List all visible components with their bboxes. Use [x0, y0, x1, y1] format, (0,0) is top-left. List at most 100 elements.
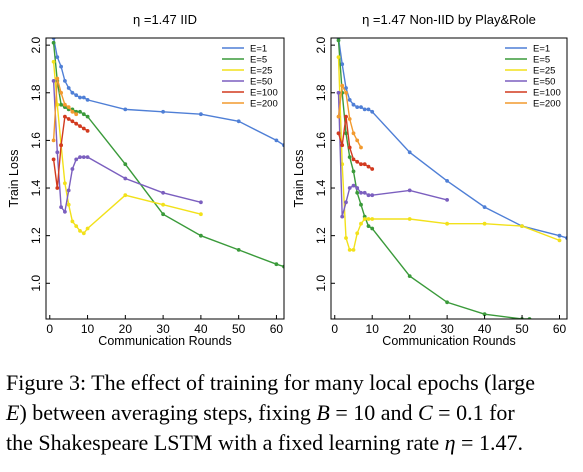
series-line [52, 80, 202, 214]
y-tick-label: 1.0 [314, 275, 328, 292]
data-point [370, 167, 375, 171]
data-point [66, 105, 71, 109]
data-point [199, 112, 203, 117]
data-point [351, 248, 356, 252]
data-point [55, 150, 60, 155]
data-point [351, 102, 356, 107]
x-tick-label: 40 [478, 322, 492, 336]
data-point [123, 176, 128, 181]
data-point [123, 107, 128, 112]
data-point [362, 107, 367, 112]
data-point [355, 105, 360, 109]
data-point [236, 119, 241, 124]
data-point [370, 193, 375, 198]
y-tick-label: 1.0 [29, 275, 43, 292]
figure-caption: Figure 3: The effect of training for man… [6, 368, 578, 458]
data-point [366, 193, 371, 198]
data-point [347, 145, 352, 150]
data-point [344, 200, 348, 205]
data-point [347, 186, 352, 190]
data-point [336, 90, 341, 95]
data-point [74, 112, 79, 117]
series-line [337, 40, 530, 319]
x-tick-label: 60 [270, 322, 284, 336]
data-point [70, 109, 75, 114]
data-point [274, 262, 279, 267]
data-point [78, 124, 82, 128]
caption-text-4: = 0.1 for [432, 400, 515, 425]
data-point [70, 219, 75, 224]
series-line [337, 57, 560, 251]
data-point [85, 98, 90, 102]
data-point [74, 224, 79, 229]
y-tick-label: 1.6 [29, 132, 43, 149]
y-tick-label: 1.6 [314, 132, 328, 149]
y-axis-label: Train Loss [292, 150, 306, 208]
legend-label: E=200 [250, 99, 278, 110]
x-tick-label: 60 [553, 322, 567, 336]
data-point [199, 212, 203, 217]
legend-label: E=50 [533, 77, 555, 88]
x-tick-label: 20 [119, 322, 133, 336]
data-point [85, 114, 90, 119]
data-point [161, 212, 166, 217]
data-point [445, 198, 449, 202]
data-point [520, 224, 524, 229]
data-point [123, 193, 128, 198]
legend-label: E=200 [533, 99, 561, 110]
data-point [366, 164, 371, 169]
data-point [199, 200, 203, 205]
data-point [81, 126, 86, 131]
data-point [66, 117, 71, 121]
legend-label: E=100 [250, 88, 278, 99]
data-point [445, 300, 449, 305]
data-point [55, 186, 60, 190]
data-point [362, 162, 367, 167]
data-point [351, 169, 356, 174]
data-point [351, 131, 356, 136]
legend-label: E=1 [533, 44, 550, 55]
caption-var-c: C [417, 400, 433, 425]
non-iid-chart-panel: η =1.47 Non-IID by Play&Role Train Loss Co… [292, 12, 568, 348]
data-point [359, 162, 363, 167]
caption-text-5: the Shakespeare LSTM with a fixed learni… [6, 430, 445, 455]
legend-label: E=5 [250, 55, 267, 66]
data-point [362, 217, 367, 221]
x-tick-label: 50 [515, 322, 529, 336]
y-tick-label: 1.4 [29, 179, 43, 196]
data-point [55, 76, 60, 81]
legend-label: E=25 [533, 66, 555, 77]
data-point [78, 109, 82, 114]
data-point [81, 112, 86, 117]
plot-area [336, 38, 567, 319]
data-point [59, 64, 63, 69]
x-tick-label: 50 [232, 322, 246, 336]
data-point [70, 167, 75, 171]
data-point [51, 40, 56, 45]
data-point [355, 159, 360, 164]
data-point [59, 102, 63, 107]
series-line [52, 42, 284, 268]
data-point [445, 179, 449, 183]
data-point [236, 248, 241, 252]
data-point [359, 202, 363, 207]
y-tick-label: 1.2 [314, 227, 328, 244]
data-point [74, 121, 79, 126]
y-tick-label: 2.0 [29, 36, 43, 53]
series-line [52, 61, 202, 235]
x-tick-label: 30 [156, 322, 170, 336]
data-point [557, 233, 562, 238]
data-point [344, 131, 348, 136]
data-point [359, 105, 363, 109]
data-point [85, 226, 90, 231]
data-point [336, 38, 341, 43]
data-point [51, 157, 56, 162]
data-point [78, 95, 82, 100]
data-point [161, 190, 166, 195]
x-tick-label: 0 [331, 322, 338, 336]
data-point [70, 119, 75, 124]
x-axis-label: Communication Rounds [382, 334, 515, 348]
data-point [370, 226, 375, 231]
data-point [557, 238, 562, 243]
